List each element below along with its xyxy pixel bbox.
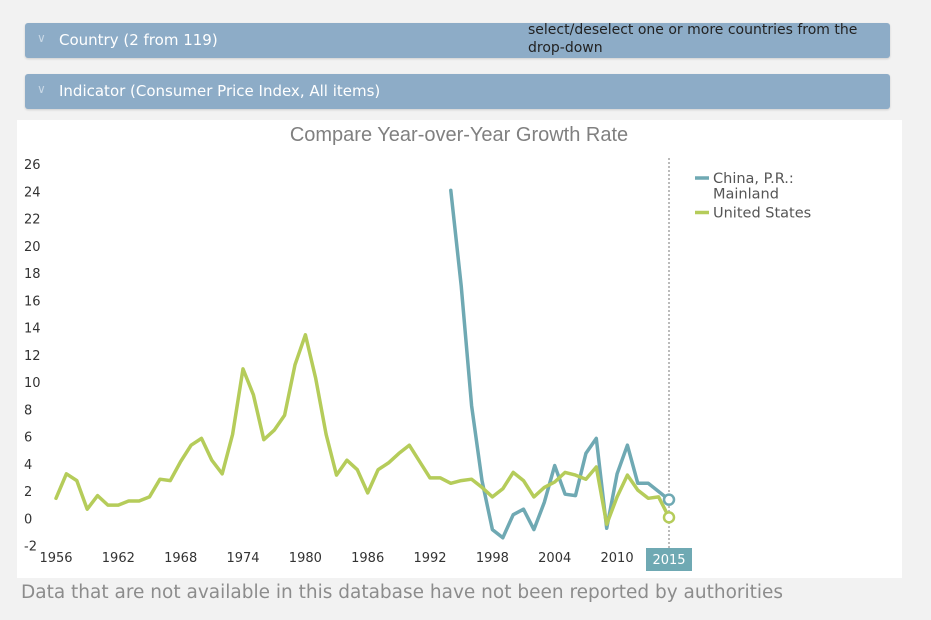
y-tick-label: 0 xyxy=(24,512,32,527)
chevron-down-icon: ∨ xyxy=(37,82,46,96)
country-dropdown-label: Country (2 from 119) xyxy=(59,31,218,49)
indicator-dropdown[interactable]: ∨ Indicator (Consumer Price Index, All i… xyxy=(25,74,890,109)
x-tick-label: 1986 xyxy=(351,551,384,566)
y-tick-label: 26 xyxy=(24,158,41,173)
y-tick-label: 2 xyxy=(24,485,32,500)
y-tick-label: 10 xyxy=(24,376,41,391)
footnote: Data that are not available in this data… xyxy=(21,582,784,603)
y-tick-label: 18 xyxy=(24,267,41,282)
x-tick-label: 1968 xyxy=(164,551,197,566)
chart-title: Compare Year-over-Year Growth Rate xyxy=(290,124,628,146)
x-tick-label: 1956 xyxy=(39,551,72,566)
y-tick-label: 6 xyxy=(24,431,32,446)
chart-panel: Compare Year-over-Year Growth Rate -2 0 2 4 6… xyxy=(17,120,902,578)
growth-rate-chart[interactable]: Compare Year-over-Year Growth Rate-20246… xyxy=(17,120,902,578)
y-tick-label: -2 xyxy=(24,540,37,555)
y-tick-label: 8 xyxy=(24,403,32,418)
current-year-badge xyxy=(646,548,692,571)
us-end-marker[interactable] xyxy=(662,511,676,524)
legend-label-us[interactable]: United States xyxy=(713,206,811,222)
x-tick-label: 1992 xyxy=(413,551,446,566)
y-tick-label: 4 xyxy=(24,458,32,473)
legend-label-china[interactable]: China, P.R.: xyxy=(713,171,794,187)
x-tick-label: 2010 xyxy=(601,551,634,566)
x-tick-label: 1962 xyxy=(102,551,135,566)
y-tick-label: 24 xyxy=(24,185,41,200)
us-series-line[interactable] xyxy=(54,333,671,526)
country-hint: select/deselect one or more countries fr… xyxy=(528,22,858,56)
x-tick-label: 1998 xyxy=(476,551,509,566)
china-series-line[interactable] xyxy=(449,188,671,540)
y-tick-label: 12 xyxy=(24,349,41,364)
indicator-dropdown-label: Indicator (Consumer Price Index, All ite… xyxy=(59,82,381,100)
y-tick-label: 14 xyxy=(24,322,41,337)
chevron-down-icon: ∨ xyxy=(37,31,46,45)
x-tick-label: 1980 xyxy=(289,551,322,566)
y-tick-label: 22 xyxy=(24,213,41,228)
legend-label-china[interactable]: Mainland xyxy=(713,187,779,203)
x-tick-label: 1974 xyxy=(226,551,259,566)
y-tick-label: 20 xyxy=(24,240,41,255)
y-tick-label: 16 xyxy=(24,294,41,309)
current-year-badge-label: 2015 xyxy=(652,553,685,568)
x-tick-label: 2004 xyxy=(538,551,571,566)
country-dropdown[interactable]: ∨ Country (2 from 119) xyxy=(25,23,890,58)
china-end-marker[interactable] xyxy=(662,493,676,506)
